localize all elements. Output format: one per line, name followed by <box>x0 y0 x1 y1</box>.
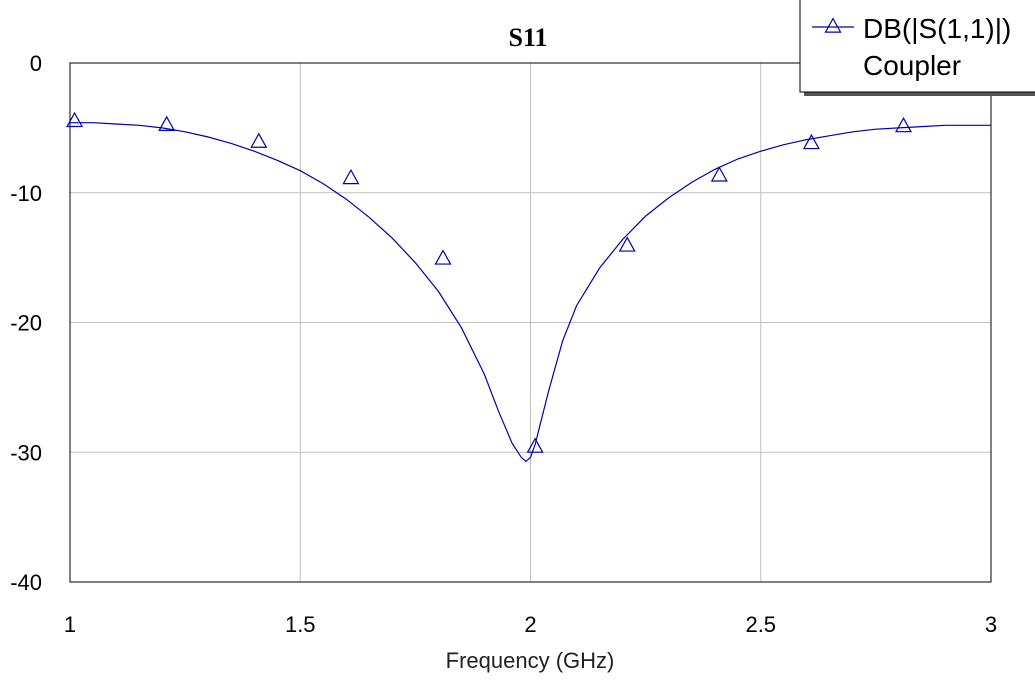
x-axis-label: Frequency (GHz) <box>446 648 615 673</box>
triangle-marker <box>158 115 176 132</box>
y-tick-label: -40 <box>10 570 42 595</box>
x-tick-label: 3 <box>985 612 997 637</box>
x-axis-tick-labels: 1 1.5 2 2.5 3 <box>64 612 997 637</box>
triangle-marker <box>894 116 913 133</box>
legend-triangle-marker-icon <box>824 17 842 33</box>
grid-lines <box>70 63 991 582</box>
triangle-marker <box>66 111 84 128</box>
triangle-marker <box>710 166 728 182</box>
legend: DB(|S(1,1)|) Coupler <box>799 0 1035 96</box>
y-axis-tick-labels: 0 -10 -20 -30 -40 <box>10 51 42 595</box>
triangle-marker <box>250 132 268 148</box>
legend-box <box>799 0 1035 93</box>
triangle-marker <box>618 236 636 252</box>
x-tick-label: 1 <box>64 612 76 637</box>
y-tick-label: -10 <box>10 181 42 206</box>
chart-title: S11 <box>508 23 547 52</box>
triangle-marker <box>802 133 820 150</box>
y-tick-label: -20 <box>10 311 42 336</box>
x-tick-label: 1.5 <box>285 612 316 637</box>
y-tick-label: -30 <box>10 440 42 465</box>
x-tick-label: 2 <box>524 612 536 637</box>
triangle-marker <box>526 437 544 453</box>
y-tick-label: 0 <box>30 51 42 76</box>
triangle-marker <box>434 249 452 265</box>
legend-series-subtitle: Coupler <box>863 50 961 81</box>
triangle-marker <box>342 168 360 185</box>
plot-area <box>69 62 992 583</box>
x-tick-label: 2.5 <box>745 612 776 637</box>
series-layer <box>66 111 991 463</box>
legend-series-name: DB(|S(1,1)|) <box>863 13 1011 44</box>
series-line <box>70 122 991 463</box>
